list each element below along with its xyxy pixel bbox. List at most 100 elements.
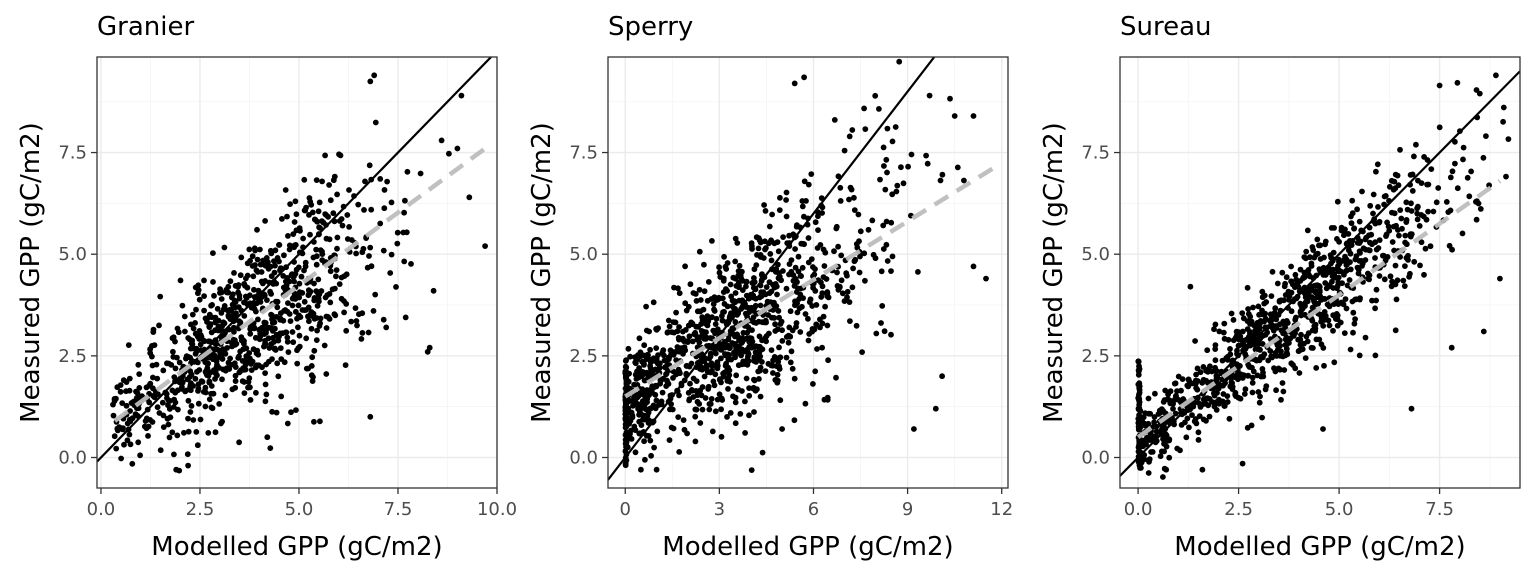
data-point bbox=[770, 370, 776, 376]
data-point bbox=[682, 300, 689, 307]
data-point bbox=[325, 213, 331, 220]
data-point bbox=[336, 218, 343, 224]
data-point bbox=[1389, 239, 1396, 245]
data-point bbox=[790, 231, 797, 238]
data-point bbox=[729, 303, 736, 310]
data-point bbox=[1354, 206, 1360, 213]
data-point bbox=[688, 360, 695, 367]
data-point bbox=[725, 386, 731, 392]
data-point bbox=[1135, 415, 1142, 422]
data-point bbox=[310, 254, 317, 261]
data-point bbox=[1219, 357, 1226, 364]
data-point bbox=[232, 372, 239, 379]
data-point bbox=[315, 276, 322, 283]
data-point bbox=[334, 245, 340, 252]
data-point bbox=[219, 376, 225, 383]
data-point bbox=[644, 399, 650, 405]
data-point bbox=[299, 307, 306, 313]
data-point bbox=[623, 381, 630, 388]
data-point bbox=[1273, 387, 1279, 394]
data-point bbox=[291, 219, 298, 225]
data-point bbox=[783, 189, 790, 196]
data-point bbox=[352, 305, 359, 311]
data-point bbox=[1435, 185, 1442, 191]
data-point bbox=[676, 290, 683, 297]
data-point bbox=[637, 409, 643, 415]
data-point bbox=[319, 218, 325, 225]
data-point bbox=[154, 404, 161, 411]
data-point bbox=[1423, 216, 1430, 223]
data-point bbox=[136, 385, 143, 391]
data-point bbox=[212, 429, 219, 436]
data-point bbox=[1328, 225, 1335, 231]
data-point bbox=[727, 281, 734, 288]
data-point bbox=[243, 353, 250, 360]
data-point bbox=[805, 235, 812, 241]
data-point bbox=[1324, 301, 1331, 308]
data-point bbox=[701, 261, 707, 268]
data-point bbox=[1341, 330, 1348, 336]
data-point bbox=[759, 449, 766, 456]
data-point bbox=[775, 355, 782, 362]
data-point bbox=[1331, 359, 1338, 366]
data-point bbox=[854, 244, 861, 251]
data-point bbox=[833, 374, 839, 381]
data-point bbox=[1244, 284, 1251, 291]
y-tick-label: 7.5 bbox=[569, 143, 598, 164]
data-point bbox=[1136, 401, 1143, 408]
data-point bbox=[1180, 396, 1187, 402]
data-point bbox=[1239, 460, 1246, 467]
data-point bbox=[696, 248, 703, 255]
data-point bbox=[841, 147, 848, 154]
data-point bbox=[757, 239, 764, 246]
data-point bbox=[1460, 156, 1466, 163]
data-point bbox=[308, 201, 315, 208]
data-point bbox=[779, 338, 786, 344]
data-point bbox=[1304, 338, 1311, 345]
data-point bbox=[632, 449, 639, 456]
data-point bbox=[288, 409, 294, 416]
data-point bbox=[135, 439, 142, 446]
data-point bbox=[1393, 222, 1399, 229]
data-point bbox=[1167, 398, 1174, 404]
data-point bbox=[799, 203, 806, 210]
data-point bbox=[1288, 263, 1294, 270]
data-point bbox=[623, 429, 630, 436]
data-point bbox=[313, 337, 320, 343]
data-point bbox=[381, 205, 388, 212]
data-point bbox=[1254, 324, 1261, 331]
data-point bbox=[1142, 422, 1149, 429]
data-point bbox=[278, 356, 285, 362]
data-point bbox=[1150, 433, 1157, 440]
data-point bbox=[284, 334, 291, 341]
data-point bbox=[1392, 262, 1399, 269]
data-point bbox=[175, 406, 181, 413]
data-point bbox=[711, 308, 718, 314]
data-point bbox=[1283, 274, 1290, 281]
data-point bbox=[762, 208, 769, 214]
data-point bbox=[302, 207, 309, 214]
data-point bbox=[768, 347, 775, 353]
data-point bbox=[713, 315, 720, 322]
data-point bbox=[1313, 365, 1320, 371]
data-point bbox=[230, 324, 237, 331]
data-point bbox=[732, 290, 739, 296]
data-point bbox=[1290, 362, 1296, 368]
data-point bbox=[1497, 275, 1503, 282]
data-point bbox=[805, 181, 812, 188]
data-point bbox=[880, 222, 887, 229]
data-point bbox=[882, 186, 889, 193]
data-point bbox=[824, 322, 831, 329]
data-point bbox=[1372, 239, 1379, 246]
data-point bbox=[1370, 210, 1376, 217]
data-point bbox=[380, 316, 387, 323]
data-point bbox=[905, 163, 911, 170]
data-point bbox=[1219, 398, 1226, 405]
data-point bbox=[881, 328, 888, 335]
data-point bbox=[814, 245, 821, 251]
data-point bbox=[739, 388, 745, 394]
data-point bbox=[777, 194, 783, 201]
data-point bbox=[1373, 286, 1380, 293]
data-point bbox=[1172, 410, 1179, 417]
data-point bbox=[1230, 317, 1237, 323]
